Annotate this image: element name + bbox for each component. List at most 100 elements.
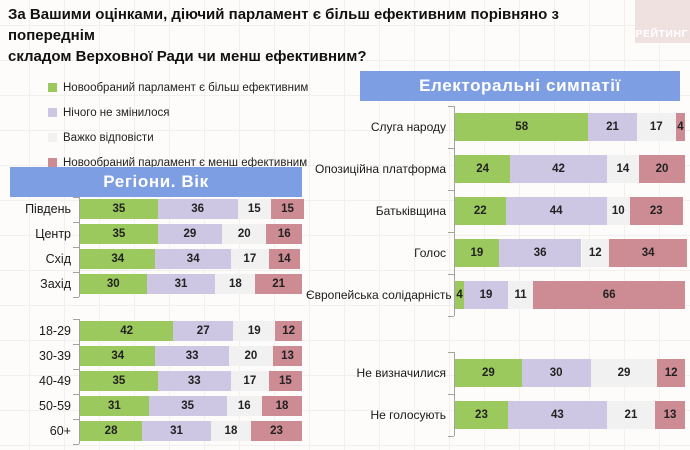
bar-segment: 17 [230, 371, 269, 391]
bar-row-label: Захід [40, 277, 71, 291]
bar-segment: 30 [521, 359, 591, 387]
category-axis-tick [73, 296, 79, 298]
legend-item: Новообраний парламент є менш ефективним [48, 150, 308, 175]
bar-segment: 22 [455, 197, 506, 225]
section-banner-regions-age-label: Регіони. Вік [103, 172, 209, 191]
bar-segment: 16 [266, 224, 302, 244]
section-banner-electoral: Електоральні симпатії [360, 71, 680, 101]
legend-swatch-icon [48, 83, 57, 92]
category-axis-tick [73, 196, 79, 198]
category-axis-line [454, 106, 455, 316]
bar-segment: 13 [273, 346, 302, 366]
category-axis-tick [448, 274, 454, 275]
bar-segment: 15 [237, 199, 271, 219]
bar-row-label: 40-49 [39, 374, 71, 388]
legend-item: Важко відповісти [48, 125, 308, 150]
legend-label: Новообраний парламент є менш ефективним [63, 156, 308, 169]
legend-label: Новообраний парламент є більш ефективним [63, 81, 309, 94]
legend-item: Новообраний парламент є більш ефективним [48, 75, 308, 100]
bar-segment: 33 [155, 346, 229, 366]
bar-segment: 44 [505, 197, 607, 225]
category-axis-tick [73, 393, 79, 395]
bar-segment: 19 [464, 281, 508, 309]
category-axis-tick [448, 394, 454, 395]
bar-segment: 12 [581, 239, 610, 267]
bar-segment: 10 [606, 197, 630, 225]
bar-segment: 15 [268, 371, 302, 391]
bar-segment: 30 [80, 274, 147, 294]
bar-row-label: 60+ [49, 424, 71, 438]
bar-segment: 23 [629, 197, 683, 225]
category-axis-tick [73, 271, 79, 273]
bar-segment: 31 [80, 396, 149, 416]
bar-row-label: 30-39 [39, 349, 71, 363]
category-axis-tick [448, 316, 454, 317]
legend-swatch-icon [48, 133, 57, 142]
bar-segment: 31 [142, 421, 211, 441]
section-banner-regions-age: Регіони. Вік [10, 167, 302, 197]
bar-row-label: Не визначилися [356, 366, 446, 380]
legend-swatch-icon [48, 158, 57, 167]
bar-segment: 42 [510, 155, 607, 183]
rating-group-logo: РЕЙТИНГ [635, 0, 690, 43]
bar-segment: 33 [157, 371, 231, 391]
section-banner-electoral-label: Електоральні симпатії [419, 76, 621, 95]
bar-segment: 29 [590, 359, 658, 387]
bar-row-label: Голос [414, 246, 446, 260]
category-axis-tick [73, 443, 79, 445]
bar-segment: 43 [507, 401, 607, 429]
category-axis-tick [448, 232, 454, 233]
bar-segment: 31 [146, 274, 216, 294]
bar-row-label: 50-59 [39, 399, 71, 413]
category-axis-tick [448, 436, 454, 437]
bar-segment: 29 [157, 224, 223, 244]
bar-segment: 14 [268, 249, 300, 269]
bar-row-label: Південь [25, 202, 71, 216]
category-axis-tick [73, 418, 79, 420]
bar-segment: 23 [250, 421, 302, 441]
bar-segment: 21 [255, 274, 302, 294]
bar-segment: 29 [455, 359, 522, 387]
rating-group-logo-text: РЕЙТИНГ [635, 28, 688, 40]
bar-segment: 34 [80, 249, 156, 269]
bar-segment: 19 [455, 239, 499, 267]
legend-label: Важко відповісти [63, 131, 154, 144]
category-axis-tick [73, 221, 79, 223]
category-axis-tick [448, 106, 454, 107]
bar-segment: 66 [533, 281, 685, 309]
bar-row-label: 18-29 [39, 324, 71, 338]
category-axis-line [454, 352, 455, 436]
bar-segment: 20 [222, 224, 267, 244]
bar-segment: 18 [215, 274, 256, 294]
bar-segment: 35 [80, 199, 158, 219]
bar-segment: 17 [636, 113, 676, 141]
bar-segment: 4 [455, 281, 465, 309]
bar-segment: 18 [210, 421, 251, 441]
legend-item: Нічого не змінилося [48, 100, 308, 125]
bar-segment: 14 [606, 155, 639, 183]
bar-segment: 23 [455, 401, 508, 429]
bar-segment: 34 [80, 346, 156, 366]
bar-row-label: Схід [45, 252, 71, 266]
category-axis-tick [448, 190, 454, 191]
category-axis-line [79, 318, 80, 444]
category-axis-tick [73, 343, 79, 345]
bar-segment: 34 [609, 239, 688, 267]
bar-segment: 18 [262, 396, 302, 416]
bar-segment: 35 [148, 396, 227, 416]
bar-row-label: Слуга народу [370, 120, 446, 134]
bar-row-label: Центр [35, 227, 71, 241]
bar-segment: 24 [455, 155, 511, 183]
category-axis-tick [448, 352, 454, 353]
legend-label: Нічого не змінилося [63, 106, 170, 119]
bar-segment: 12 [657, 359, 685, 387]
bar-segment: 11 [507, 281, 534, 309]
page-title: За Вашими оцінками, діючий парламент є б… [8, 6, 559, 65]
category-axis-tick [73, 368, 79, 370]
category-axis-line [79, 196, 80, 297]
bar-segment: 28 [80, 421, 143, 441]
bar-row-label: Європейська солідарність [306, 288, 452, 302]
bar-row-label: Опозиційна платформа [314, 162, 446, 176]
legend: Новообраний парламент є більш ефективним… [48, 75, 308, 175]
category-axis-tick [73, 318, 79, 320]
